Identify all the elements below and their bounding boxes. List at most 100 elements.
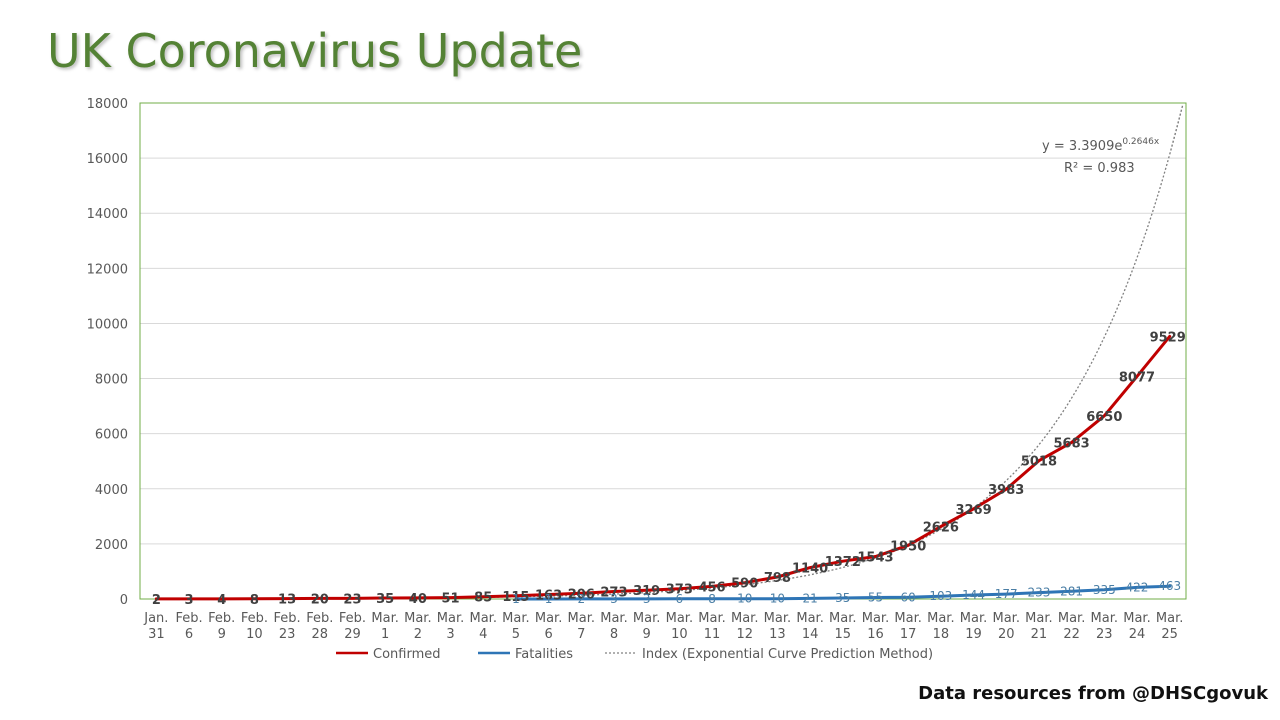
equation-exponent: 0.2646x [1122,137,1159,147]
confirmed-data-label: 8077 [1119,370,1155,385]
x-tick-day: 12 [736,627,753,642]
trendline-r-squared: R² = 0.983 [1064,161,1135,176]
x-tick-label: Feb. 23 [274,611,301,642]
x-tick-day: 25 [1161,627,1178,642]
x-tick-label: Mar. 24 [1123,611,1150,642]
confirmed-data-label: 1372 [825,555,861,570]
x-tick-label: Mar. 12 [731,611,758,642]
x-tick-month: Feb. [208,611,235,626]
confirmed-data-label: 1950 [890,539,926,554]
confirmed-data-label: 3 [185,593,194,608]
fatalities-data-label: 35 [835,591,850,605]
trendline-equation: y = 3.3909e0.2646x R² = 0.983 [1042,137,1160,176]
x-tick-month: Mar. [829,611,856,626]
confirmed-data-label: 23 [343,592,361,607]
fatalities-data-label: 10 [737,592,752,606]
fatalities-data-label: 1 [545,592,553,606]
x-tick-label: Mar. 7 [568,611,595,642]
fatalities-data-label: 8 [708,592,716,606]
y-tick-label: 8000 [95,373,128,388]
x-tick-day: 17 [900,627,917,642]
x-tick-label: Mar. 3 [437,611,464,642]
confirmed-data-label: 798 [764,571,791,586]
x-tick-day: 4 [479,627,487,642]
x-tick-day: 24 [1129,627,1146,642]
x-tick-day: 18 [933,627,950,642]
series-line-fatalities [514,584,1172,601]
x-tick-day: 22 [1063,627,1080,642]
confirmed-data-label: 40 [409,592,427,607]
fatalities-data-label: 3 [610,592,618,606]
confirmed-data-label: 4 [217,593,226,608]
x-tick-label: Mar. 6 [535,611,562,642]
x-tick-label: Mar. 8 [600,611,627,642]
x-tick-label: Mar. 11 [698,611,725,642]
x-tick-label: Feb. 10 [241,611,268,642]
x-tick-label: Mar. 10 [666,611,693,642]
x-tick-month: Mar. [404,611,431,626]
y-tick-label: 16000 [87,152,128,167]
fatalities-data-label: 144 [962,588,985,602]
x-tick-label: Mar. 25 [1156,611,1183,642]
x-tick-label: Mar. 16 [862,611,889,642]
x-tick-day: 1 [381,627,389,642]
confirmed-data-label: 6650 [1086,410,1122,425]
confirmed-data-label: 1543 [857,550,893,565]
x-tick-month: Mar. [960,611,987,626]
x-tick-month: Mar. [894,611,921,626]
x-tick-month: Mar. [796,611,823,626]
x-tick-day: 9 [643,627,651,642]
fatalities-data-label: 281 [1060,584,1083,598]
x-tick-month: Mar. [1058,611,1085,626]
x-tick-day: 9 [218,627,226,642]
x-tick-label: Mar. 5 [502,611,529,642]
x-tick-month: Feb. [175,611,202,626]
fatalities-data-label: 10 [770,592,785,606]
x-tick-label: Mar. 17 [894,611,921,642]
fatalities-data-label: 2 [577,592,585,606]
x-tick-month: Mar. [535,611,562,626]
legend-label-2: Index (Exponential Curve Prediction Meth… [642,647,933,662]
x-tick-day: 2 [414,627,422,642]
page-title: UK Coronavirus Update [47,24,583,78]
x-tick-month: Mar. [1123,611,1150,626]
x-tick-label: Feb. 29 [339,611,366,642]
x-tick-label: Jan. 31 [143,611,168,642]
confirmed-data-label: 35 [376,592,394,607]
x-tick-day: 29 [344,627,361,642]
confirmed-data-label: 2626 [923,521,959,536]
fatalities-data-label: 55 [868,590,883,604]
x-tick-label: Mar. 9 [633,611,660,642]
x-tick-month: Mar. [1156,611,1183,626]
x-tick-day: 31 [148,627,165,642]
y-tick-label: 18000 [87,97,128,112]
x-tick-day: 11 [704,627,721,642]
x-tick-month: Mar. [1091,611,1118,626]
confirmed-data-label: 456 [698,580,725,595]
legend-label-0: Confirmed [373,647,441,662]
x-tick-label: Mar. 18 [927,611,954,642]
x-tick-label: Feb. 6 [175,611,202,642]
x-tick-label: Mar. 20 [992,611,1019,642]
fatalities-data-label: 233 [1027,586,1050,600]
series-layer [154,104,1184,601]
fatalities-data-label: 463 [1158,579,1181,593]
x-tick-month: Mar. [927,611,954,626]
x-tick-month: Mar. [469,611,496,626]
x-tick-month: Jan. [143,611,168,626]
x-tick-label: Feb. 9 [208,611,235,642]
confirmed-data-label: 9529 [1150,330,1186,345]
x-tick-day: 5 [512,627,520,642]
fatalities-data-label: 3 [643,592,651,606]
fatalities-data-label: 103 [929,589,952,603]
confirmed-data-label: 5683 [1054,436,1090,451]
plot-area [139,102,1187,600]
confirmed-data-label: 115 [502,590,529,605]
confirmed-data-label: 20 [311,592,329,607]
x-tick-month: Feb. [241,611,268,626]
confirmed-data-label: 5018 [1021,455,1057,470]
confirmed-data-label: 85 [474,591,492,606]
x-tick-label: Mar. 2 [404,611,431,642]
confirmed-data-label: 51 [441,592,459,607]
